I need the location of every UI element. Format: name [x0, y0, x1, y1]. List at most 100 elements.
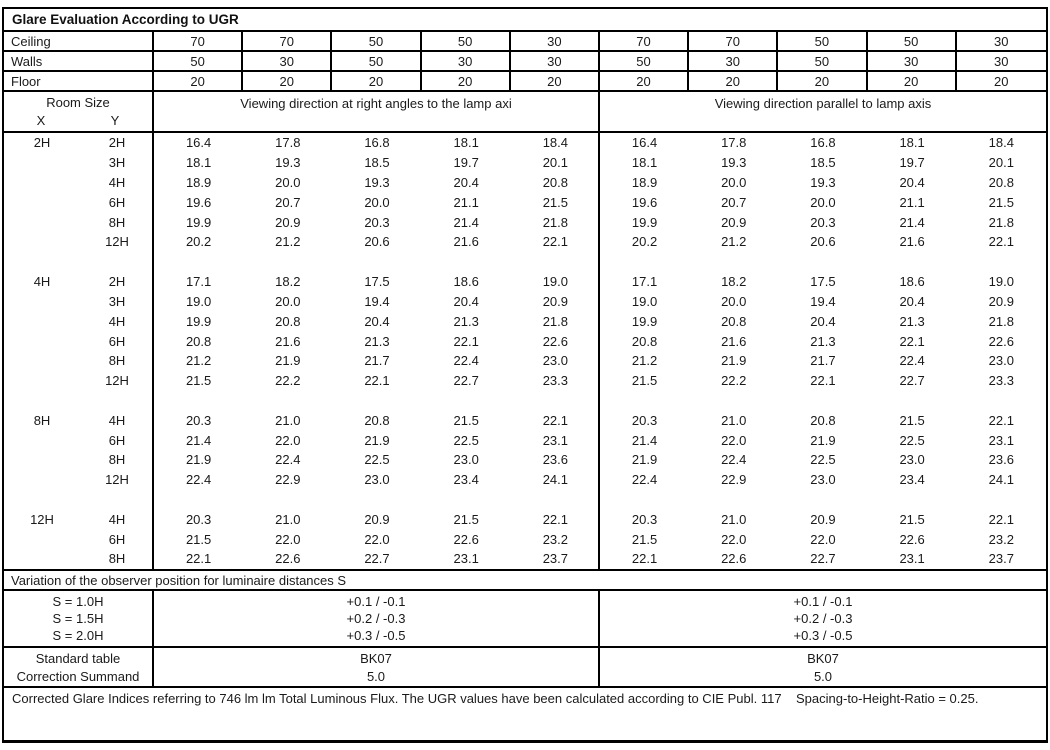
ugr-value: 21.3 [364, 333, 390, 349]
ugr-value: 20.8 [988, 175, 1014, 191]
ugr-value: 20.2 [631, 234, 658, 250]
ugr-value: 21.5 [899, 511, 925, 527]
room-y-label: 8H [108, 353, 126, 369]
ugr-row: 8H 4H 20.3 21.0 20.8 21.5 22.1 20.3 21.0 20.8 21.5… [4, 410, 1046, 430]
correction-summand-value: 5.0 [366, 668, 386, 684]
ugr-value: 17.8 [275, 135, 301, 151]
ugr-value: 22.6 [721, 551, 747, 567]
room-y-label: 6H [108, 333, 126, 349]
x-column-label: X [36, 113, 46, 128]
ugr-value: 23.0 [810, 472, 836, 488]
surface-value: 70 [154, 32, 244, 50]
ugr-value: 21.7 [364, 353, 390, 369]
ugr-value: 16.4 [631, 135, 658, 151]
ugr-value: 22.5 [453, 432, 479, 448]
ugr-row: 3H 18.1 19.3 18.5 19.7 20.1 18.1 19.3 18.5 19.7 20… [4, 153, 1046, 173]
surface-value: 20 [689, 72, 779, 90]
ugr-value: 22.4 [721, 452, 747, 468]
ugr-value: 21.5 [631, 373, 658, 389]
surface-value: 50 [868, 32, 957, 50]
surface-value: 20 [511, 72, 600, 90]
ugr-value: 21.4 [185, 432, 212, 448]
ugr-value: 22.1 [810, 373, 836, 389]
ugr-value: 21.7 [810, 353, 836, 369]
ugr-value: 23.6 [988, 452, 1014, 468]
room-y-label: 4H [108, 313, 126, 329]
room-y-label: 8H [108, 452, 126, 468]
ugr-value: 21.4 [899, 214, 925, 230]
ugr-value: 22.7 [810, 551, 836, 567]
s-variation-value: +0.3 / -0.5 [346, 628, 406, 643]
ugr-value: 18.1 [185, 155, 212, 171]
ugr-value: 19.0 [631, 293, 658, 309]
ugr-value: 18.2 [275, 274, 301, 290]
room-y-label: 4H [108, 175, 126, 191]
ugr-value: 20.2 [185, 234, 212, 250]
ugr-value: 23.6 [542, 452, 568, 468]
surface-value: 20 [994, 73, 1009, 89]
room-y-label: 2H [108, 274, 126, 290]
ugr-value: 20.4 [899, 175, 925, 191]
ugr-value: 21.8 [542, 214, 568, 230]
ugr-value: 19.9 [185, 313, 212, 329]
surface-label: Ceiling [4, 32, 154, 50]
ugr-value: 22.4 [631, 472, 658, 488]
ugr-value: 21.6 [453, 234, 479, 250]
surface-value: 30 [422, 52, 511, 70]
ugr-value: 20.8 [185, 333, 212, 349]
ugr-value: 20.0 [364, 194, 390, 210]
ugr-value: 22.4 [899, 353, 925, 369]
surface-value: 20 [243, 72, 333, 90]
ugr-value: 22.7 [453, 373, 479, 389]
ugr-value: 21.5 [542, 194, 568, 210]
surface-label: Walls [4, 52, 154, 70]
room-y-label: 8H [108, 551, 126, 567]
s-variation-values-left: +0.1 / -0.1 +0.2 / -0.3 +0.3 / -0.5 [154, 591, 600, 646]
ugr-value: 22.0 [721, 531, 747, 547]
ugr-value: 21.9 [721, 353, 747, 369]
ugr-value: 21.5 [631, 531, 658, 547]
ugr-value: 18.1 [631, 155, 658, 171]
s-distance-label: S = 1.5H [52, 611, 104, 626]
ugr-value: 20.8 [810, 412, 836, 428]
ugr-row: 12H 20.2 21.2 20.6 21.6 22.1 20.2 21.2 20.6 21.6 2… [4, 232, 1046, 252]
ugr-value: 24.1 [988, 472, 1014, 488]
ugr-value: 20.6 [810, 234, 836, 250]
s-distance-labels: S = 1.0H S = 1.5H S = 2.0H [4, 591, 154, 646]
room-y-label: 6H [108, 531, 126, 547]
ugr-value: 20.4 [364, 313, 390, 329]
ugr-value: 22.6 [988, 333, 1014, 349]
ugr-value: 21.9 [275, 353, 301, 369]
surface-value: 30 [243, 52, 333, 70]
ugr-value: 20.3 [364, 214, 390, 230]
ugr-value: 22.4 [275, 452, 301, 468]
s-variation-section: S = 1.0H S = 1.5H S = 2.0H +0.1 / -0.1 +0.2… [4, 591, 1046, 648]
ugr-value: 21.0 [275, 412, 301, 428]
ugr-value: 17.5 [810, 274, 836, 290]
ugr-value: 21.9 [810, 432, 836, 448]
correction-summand-value: 5.0 [813, 668, 833, 684]
ugr-value: 20.6 [364, 234, 390, 250]
ugr-row: 6H 19.6 20.7 20.0 21.1 21.5 19.6 20.7 20.0 21.1 21… [4, 192, 1046, 212]
surface-label: Floor [4, 72, 154, 90]
surface-value: 20 [778, 72, 868, 90]
ugr-value: 21.0 [275, 511, 301, 527]
ugr-row: 12H 4H 20.3 21.0 20.9 21.5 22.1 20.3 21.0 20.9 21.… [4, 509, 1046, 529]
ugr-value: 21.3 [453, 313, 479, 329]
s-distance-label: S = 1.0H [52, 594, 104, 609]
ugr-value: 23.1 [453, 551, 479, 567]
surface-value: 20 [332, 72, 422, 90]
ugr-value: 19.4 [810, 293, 836, 309]
room-size-header-cell: Room Size X Y [4, 92, 154, 131]
ugr-value: 19.7 [453, 155, 479, 171]
s-variation-value: +0.3 / -0.5 [793, 628, 853, 643]
room-x-label: 4H [33, 274, 51, 290]
surface-value: 30 [511, 32, 600, 50]
ugr-value: 21.0 [721, 412, 747, 428]
ugr-value: 22.5 [899, 432, 925, 448]
ugr-value: 24.1 [542, 472, 568, 488]
ugr-value: 23.0 [988, 353, 1014, 369]
ugr-value: 21.0 [721, 511, 747, 527]
ugr-value: 19.6 [631, 194, 658, 210]
room-y-label: 4H [108, 412, 126, 428]
